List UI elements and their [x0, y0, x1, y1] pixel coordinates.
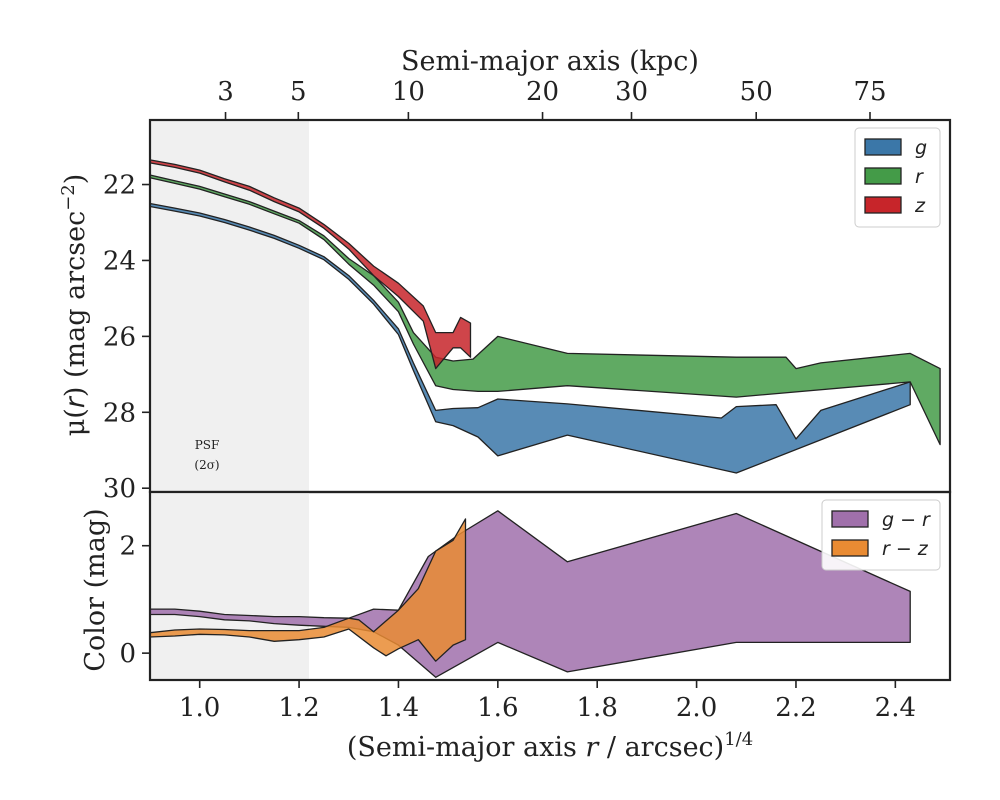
top-y-tick-label: 24	[103, 246, 136, 276]
legend-label: g − r	[882, 509, 931, 531]
legend-swatch	[864, 138, 902, 156]
legend-swatch	[864, 196, 902, 214]
kpc-tick-label: 5	[290, 77, 307, 107]
top-y-tick-label: 26	[103, 322, 136, 352]
x-axis-label: (Semi-major axis r / arcsec)1/4	[347, 729, 753, 763]
x-tick-label: 1.0	[179, 693, 220, 723]
x-tick-label: 2.0	[676, 693, 717, 723]
kpc-tick-label: 20	[526, 77, 559, 107]
psf-label-line1: PSF	[195, 438, 220, 452]
legend-label: r	[915, 166, 924, 188]
bottom-y-axis-label: Color (mag)	[80, 508, 111, 671]
legend-swatch	[864, 167, 902, 185]
color-panel: 02 1.0 1.2 1.4 1.6 1.8 2.0 2.2 2.4 Color (mag) …	[80, 490, 952, 763]
legend-label: g	[915, 137, 927, 159]
kpc-tick-label: 50	[740, 77, 773, 107]
x-axis: 1.0 1.2 1.4 1.6 1.8 2.0 2.2 2.4	[179, 680, 916, 723]
legend-label: z	[914, 195, 926, 217]
surface-brightness-areas	[149, 159, 941, 474]
kpc-tick-label: 3	[217, 77, 234, 107]
kpc-tick-label: 10	[392, 77, 425, 107]
x-tick-label: 2.2	[775, 693, 816, 723]
top-y-axis-label: μ(r) (mag arcsec−2)	[58, 174, 91, 437]
legend-label: r − z	[882, 538, 929, 560]
top-y-tick-label: 22	[103, 171, 136, 201]
x-tick-label: 2.4	[875, 693, 916, 723]
color-areas	[149, 510, 911, 678]
bottom-panel-frame	[148, 490, 952, 682]
bottom-y-axis: 02	[119, 532, 150, 669]
kpc-tick-label: 75	[853, 77, 886, 107]
x-tick-label: 1.2	[278, 693, 319, 723]
bottom-legend: g − r r − z	[821, 499, 941, 571]
psf-shade-bottom	[150, 492, 310, 680]
top-legend: grz	[854, 127, 941, 228]
series-g-band	[149, 202, 911, 474]
top-axis-label: Semi-major axis (kpc)	[401, 46, 699, 77]
psf-label-line2: (2σ)	[194, 458, 219, 472]
series-r-band	[149, 174, 941, 446]
legend-swatch	[831, 510, 869, 528]
top-y-tick-label: 30	[103, 474, 136, 504]
top-y-axis: 22 24 26 28 30	[103, 171, 150, 504]
surface-brightness-panel: 22 24 26 28 30 3 5 10 20 30 50 75 Semi-major axis …	[58, 46, 952, 504]
top-y-tick-label: 28	[103, 398, 136, 428]
series-r-minus-z-band	[149, 518, 467, 662]
x-tick-label: 1.6	[477, 693, 518, 723]
bottom-y-tick-label: 0	[119, 639, 136, 669]
series-z-band	[149, 159, 472, 370]
bottom-y-tick-label: 2	[119, 532, 136, 562]
kpc-tick-label: 30	[615, 77, 648, 107]
x-tick-label: 1.4	[378, 693, 419, 723]
top-kpc-axis: 3 5 10 20 30 50 75	[217, 77, 887, 120]
psf-shade-top	[150, 120, 310, 492]
legend-swatch	[831, 539, 869, 557]
series-g-minus-r-band	[149, 510, 911, 678]
x-tick-label: 1.8	[577, 693, 618, 723]
